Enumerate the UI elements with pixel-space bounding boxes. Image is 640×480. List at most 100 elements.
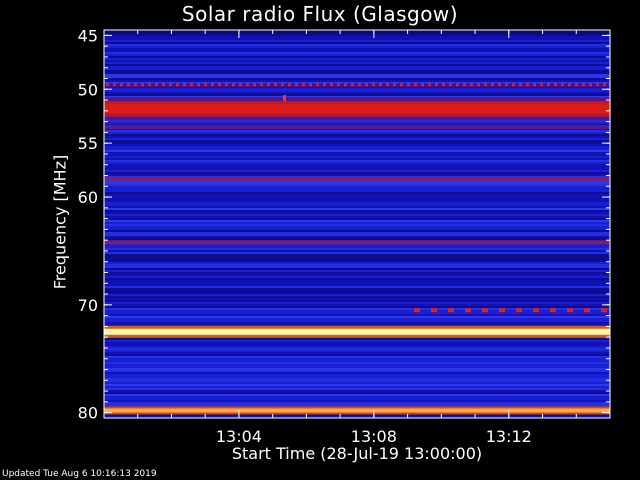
noise-stripe (104, 392, 610, 394)
noise-stripe (104, 404, 610, 406)
spike-mark (283, 95, 286, 102)
noise-stripe (104, 40, 610, 42)
band-dash (330, 82, 333, 86)
noise-stripe (104, 368, 610, 370)
noise-stripe (104, 190, 610, 192)
band-dash (484, 82, 487, 86)
band-dash (351, 82, 354, 86)
noise-stripe (104, 398, 610, 400)
noise-stripe (104, 180, 610, 182)
noise-stripe (104, 120, 610, 122)
band-dash (499, 308, 505, 313)
noise-stripe (104, 384, 610, 386)
noise-stripe (104, 80, 610, 82)
noise-stripe (104, 94, 610, 96)
band-dash (414, 82, 417, 86)
x-tick-label: 13:12 (486, 427, 532, 446)
band-dash (162, 82, 165, 86)
band-dash (414, 308, 420, 313)
noise-stripe (104, 382, 610, 384)
band-dash (603, 82, 606, 86)
band-dash (400, 82, 403, 86)
band-dash (567, 308, 573, 313)
band-58.3 (104, 176, 610, 181)
band-dash (288, 82, 291, 86)
band-dash (302, 82, 305, 86)
noise-stripe (104, 224, 610, 226)
noise-stripe (104, 34, 610, 36)
noise-stripe (104, 38, 610, 40)
noise-stripe (104, 246, 610, 248)
band-dash (421, 82, 424, 86)
band-dash (428, 82, 431, 86)
noise-stripe (104, 360, 610, 362)
band-dash (519, 82, 522, 86)
band-dash (127, 82, 130, 86)
band-dash (561, 82, 564, 86)
noise-stripe (104, 312, 610, 314)
noise-stripe (104, 76, 610, 78)
band-dash (316, 82, 319, 86)
noise-stripe (104, 68, 610, 70)
noise-stripe (104, 208, 610, 210)
band-dash (442, 82, 445, 86)
band-dash (550, 308, 556, 313)
noise-stripe (104, 344, 610, 346)
noise-stripe (104, 310, 610, 312)
band-dash (547, 82, 550, 86)
y-tick-label: 60 (78, 188, 98, 207)
band-dash (190, 82, 193, 86)
noise-stripe (104, 352, 610, 354)
noise-stripe (104, 234, 610, 236)
noise-stripe (104, 130, 610, 132)
band-dash (379, 82, 382, 86)
noise-stripe (104, 70, 610, 72)
noise-stripe (104, 270, 610, 272)
noise-stripe (104, 184, 610, 186)
band-dash (498, 82, 501, 86)
band-dash (589, 82, 592, 86)
noise-stripe (104, 268, 610, 270)
noise-stripe (104, 362, 610, 364)
noise-stripe (104, 390, 610, 392)
noise-stripe (104, 316, 610, 318)
x-axis-label: Start Time (28-Jul-19 13:00:00) (231, 444, 483, 463)
noise-stripe (104, 146, 610, 148)
band-dash (337, 82, 340, 86)
band-dash (533, 82, 536, 86)
noise-stripe (104, 366, 610, 368)
noise-stripe (104, 42, 610, 44)
noise-stripe (104, 64, 610, 66)
band-dash (393, 82, 396, 86)
noise-stripe (104, 296, 610, 298)
noise-stripe (104, 202, 610, 204)
noise-stripe (104, 318, 610, 320)
noise-stripe (104, 122, 610, 124)
noise-stripe (104, 182, 610, 184)
noise-stripe (104, 198, 610, 200)
x-tick-label: 13:08 (351, 427, 397, 446)
band-dash (281, 82, 284, 86)
band-core (104, 328, 610, 335)
noise-stripe (104, 236, 610, 238)
noise-stripe (104, 342, 610, 344)
noise-stripe (104, 218, 610, 220)
band-dash (584, 308, 590, 313)
noise-stripe (104, 414, 610, 416)
noise-stripe (104, 262, 610, 264)
noise-stripe (104, 256, 610, 258)
noise-stripe (104, 172, 610, 174)
y-tick-label: 55 (78, 134, 98, 153)
band-dash (169, 82, 172, 86)
band-dash (533, 308, 539, 313)
band-dash (253, 82, 256, 86)
band-core (104, 104, 610, 114)
noise-stripe (104, 324, 610, 326)
noise-stripe (104, 160, 610, 162)
band-dash (449, 82, 452, 86)
noise-stripe (104, 356, 610, 358)
band-dash (491, 82, 494, 86)
noise-stripe (104, 174, 610, 176)
band-dash (246, 82, 249, 86)
